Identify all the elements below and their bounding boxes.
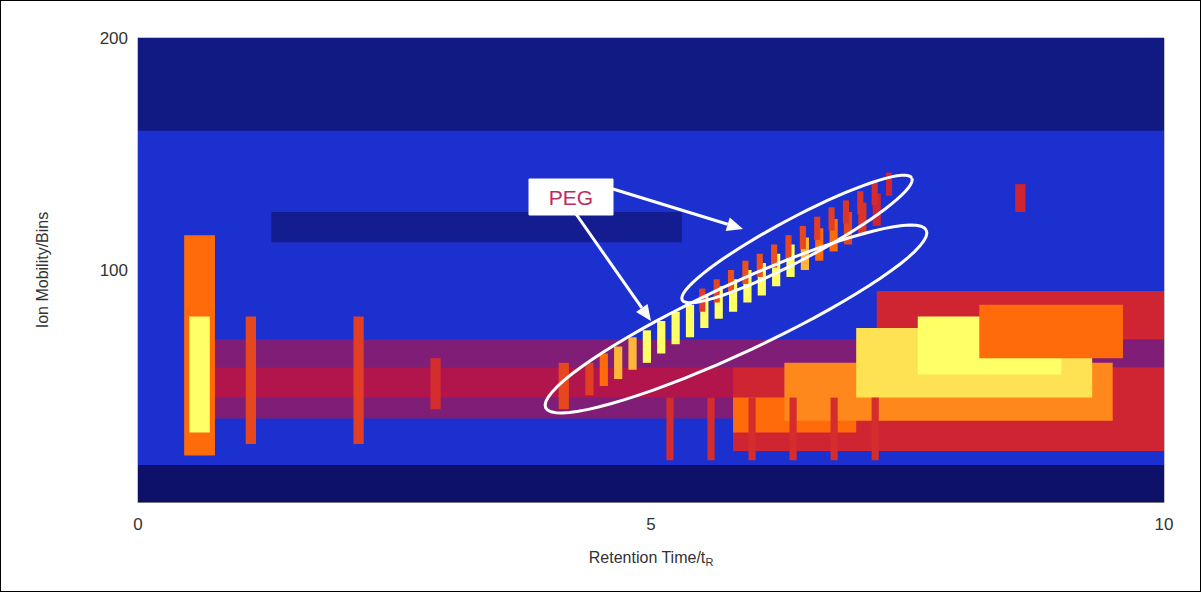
svg-text:10: 10 bbox=[1155, 515, 1174, 534]
svg-text:Retention Time/t: Retention Time/t bbox=[589, 549, 706, 566]
svg-text:100: 100 bbox=[100, 261, 128, 280]
svg-text:PEG: PEG bbox=[549, 186, 593, 209]
svg-text:200: 200 bbox=[100, 29, 128, 48]
svg-text:Ion Mobility/Bins: Ion Mobility/Bins bbox=[34, 212, 51, 329]
svg-text:0: 0 bbox=[133, 515, 142, 534]
svg-text:5: 5 bbox=[646, 515, 655, 534]
svg-text:R: R bbox=[705, 556, 713, 568]
